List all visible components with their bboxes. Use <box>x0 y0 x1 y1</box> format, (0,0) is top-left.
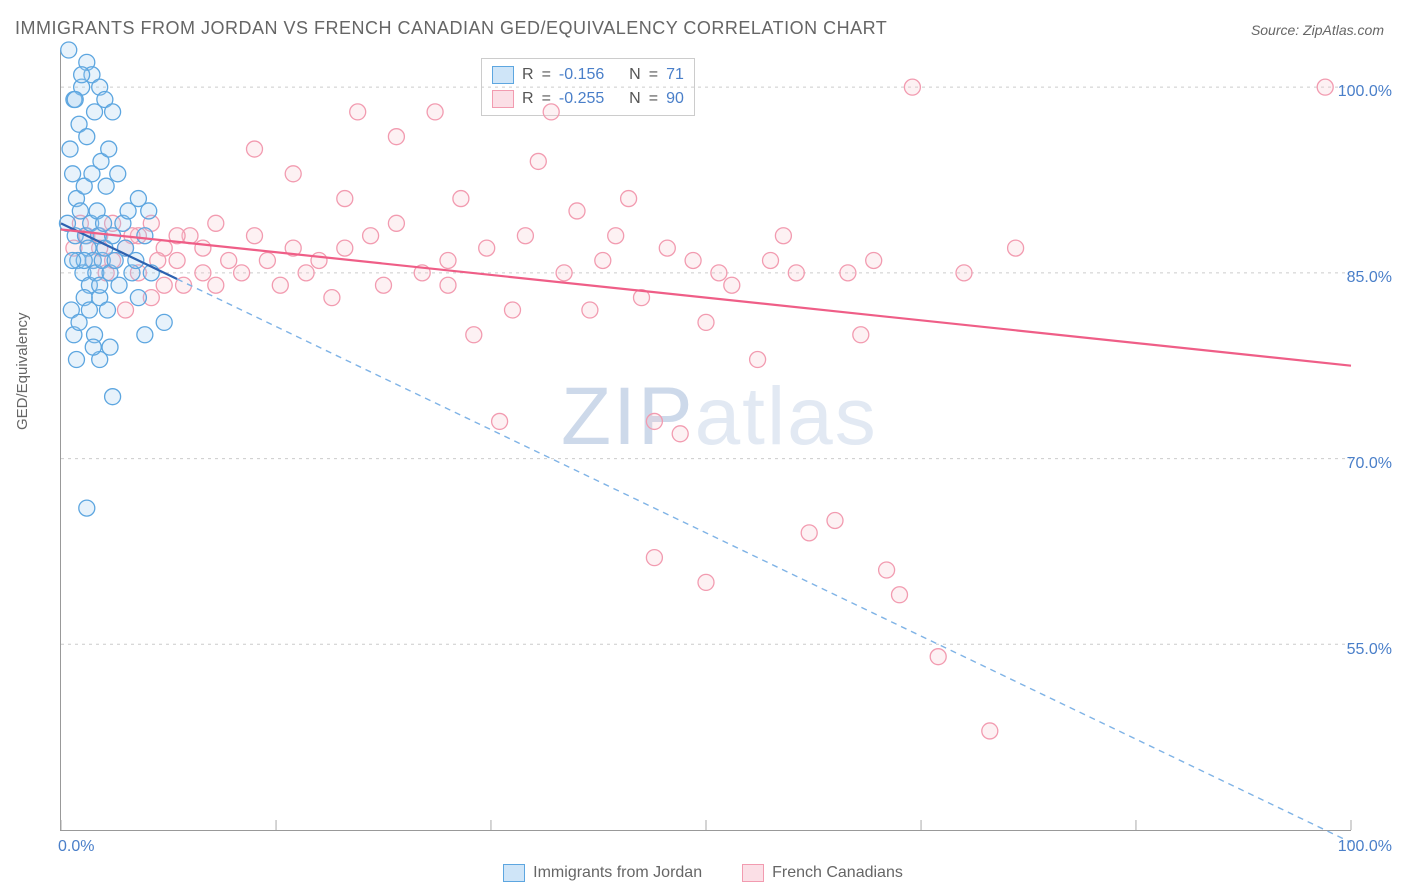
legend-item-pink: French Canadians <box>742 864 903 882</box>
legend-label-pink: French Canadians <box>772 864 903 882</box>
plot-area: ZIPatlas R = -0.156 N = 71 R = -0.255 N … <box>60 50 1351 831</box>
y-tick-85: 85.0% <box>1347 269 1392 287</box>
swatch-pink-icon <box>742 864 764 882</box>
x-tick-100: 100.0% <box>1338 838 1392 856</box>
bottom-legend: Immigrants from Jordan French Canadians <box>0 858 1406 888</box>
source-prefix: Source: <box>1251 22 1303 38</box>
legend-item-blue: Immigrants from Jordan <box>503 864 702 882</box>
legend-label-blue: Immigrants from Jordan <box>533 864 702 882</box>
y-tick-55: 55.0% <box>1347 641 1392 659</box>
x-tick-0: 0.0% <box>58 838 94 856</box>
y-tick-70: 70.0% <box>1347 455 1392 473</box>
y-axis-label: GED/Equivalency <box>14 312 31 430</box>
source-name: ZipAtlas.com <box>1303 22 1384 38</box>
plot-svg <box>61 50 1351 830</box>
y-tick-100: 100.0% <box>1338 83 1392 101</box>
source-attribution: Source: ZipAtlas.com <box>1251 22 1384 38</box>
chart-title: IMMIGRANTS FROM JORDAN VS FRENCH CANADIA… <box>15 18 887 39</box>
swatch-blue-icon <box>503 864 525 882</box>
